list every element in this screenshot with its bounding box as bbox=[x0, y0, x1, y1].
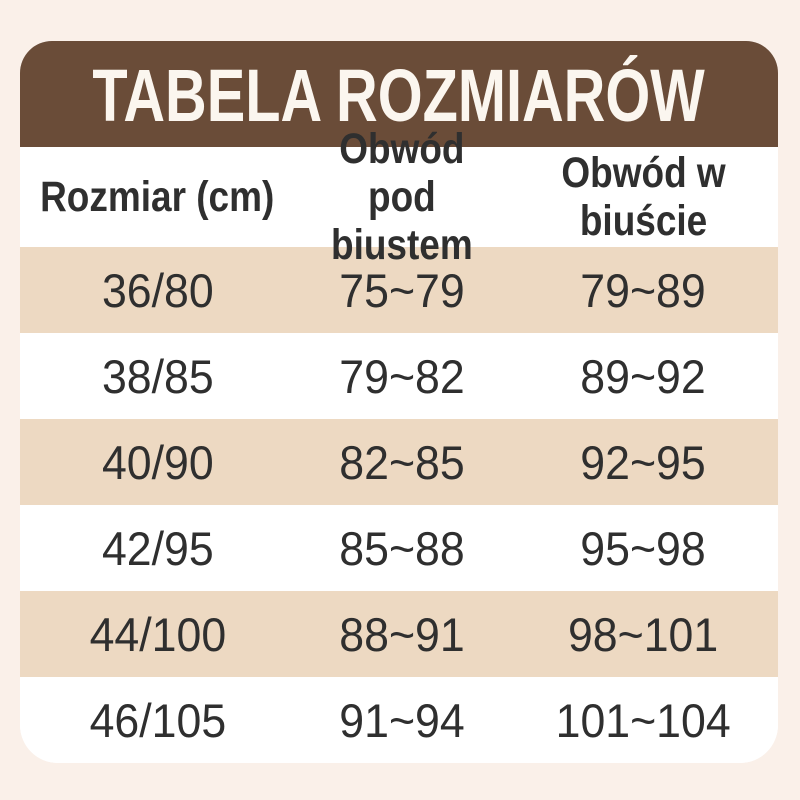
size-cell: 44/100 bbox=[20, 591, 295, 677]
bust-cell: 95~98 bbox=[509, 505, 778, 591]
underbust-cell: 85~88 bbox=[295, 505, 509, 591]
cell-value: 79~82 bbox=[339, 349, 465, 403]
underbust-cell: 82~85 bbox=[295, 419, 509, 505]
column-header-label: Rozmiar (cm) bbox=[40, 172, 275, 221]
table-row: 46/105 91~94 101~104 bbox=[20, 677, 778, 763]
cell-value: 92~95 bbox=[580, 435, 707, 489]
table-row: 38/85 79~82 89~92 bbox=[20, 333, 778, 419]
cell-value: 89~92 bbox=[580, 349, 707, 403]
cell-value: 85~88 bbox=[339, 521, 465, 575]
underbust-cell: 88~91 bbox=[295, 591, 509, 677]
cell-value: 44/100 bbox=[89, 607, 226, 661]
table-row: 44/100 88~91 98~101 bbox=[20, 591, 778, 677]
chart-title: TABELA ROZMIARÓW bbox=[92, 54, 706, 137]
bust-cell: 98~101 bbox=[509, 591, 778, 677]
cell-value: 101~104 bbox=[555, 693, 731, 747]
table-row: 36/80 75~79 79~89 bbox=[20, 247, 778, 333]
size-cell: 38/85 bbox=[20, 333, 295, 419]
bust-cell: 101~104 bbox=[509, 677, 778, 763]
table-row: 42/95 85~88 95~98 bbox=[20, 505, 778, 591]
column-header-obwod-pod-biustem: Obwód pod biustem bbox=[295, 125, 509, 269]
bust-cell: 79~89 bbox=[509, 247, 778, 333]
column-header-label: Obwód w biuście bbox=[561, 148, 726, 245]
table-row: 40/90 82~85 92~95 bbox=[20, 419, 778, 505]
cell-value: 82~85 bbox=[339, 435, 465, 489]
cell-value: 88~91 bbox=[339, 607, 465, 661]
column-header-obwod-w-biuscie: Obwód w biuście bbox=[509, 147, 778, 247]
table-header-row: Rozmiar (cm) Obwód pod biustem Obwód w b… bbox=[20, 125, 778, 269]
cell-value: 91~94 bbox=[339, 693, 465, 747]
size-chart-card: TABELA ROZMIARÓW Rozmiar (cm) Obwód pod … bbox=[20, 41, 778, 763]
cell-value: 46/105 bbox=[89, 693, 226, 747]
cell-value: 38/85 bbox=[101, 349, 214, 403]
cell-value: 75~79 bbox=[339, 263, 465, 317]
title-banner: TABELA ROZMIARÓW bbox=[20, 41, 778, 147]
bust-cell: 89~92 bbox=[509, 333, 778, 419]
size-cell: 42/95 bbox=[20, 505, 295, 591]
underbust-cell: 91~94 bbox=[295, 677, 509, 763]
bust-cell: 92~95 bbox=[509, 419, 778, 505]
cell-value: 40/90 bbox=[101, 435, 214, 489]
underbust-cell: 79~82 bbox=[295, 333, 509, 419]
size-cell: 46/105 bbox=[20, 677, 295, 763]
cell-value: 79~89 bbox=[580, 263, 707, 317]
column-header-label: Obwód pod biustem bbox=[331, 124, 473, 270]
cell-value: 95~98 bbox=[580, 521, 707, 575]
cell-value: 98~101 bbox=[568, 607, 719, 661]
underbust-cell: 75~79 bbox=[295, 247, 509, 333]
size-cell: 40/90 bbox=[20, 419, 295, 505]
column-header-rozmiar: Rozmiar (cm) bbox=[20, 147, 295, 247]
cell-value: 42/95 bbox=[101, 521, 214, 575]
size-cell: 36/80 bbox=[20, 247, 295, 333]
cell-value: 36/80 bbox=[101, 263, 214, 317]
